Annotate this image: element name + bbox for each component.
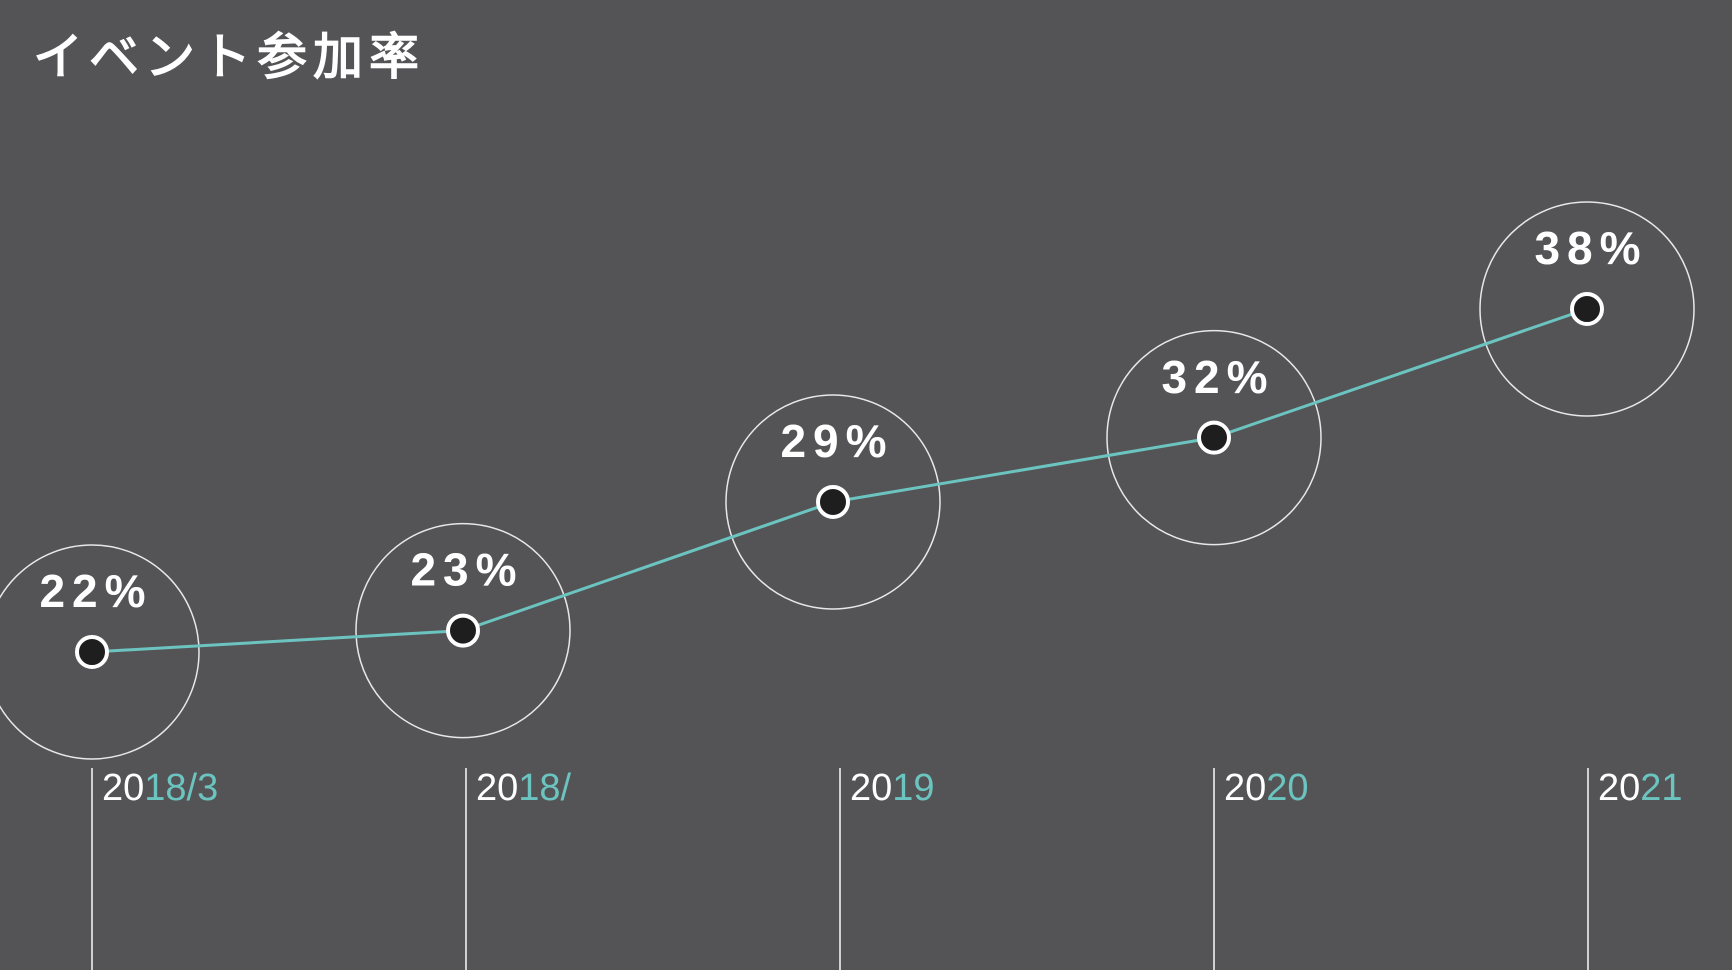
x-tick-label-part: 19: [892, 767, 934, 809]
point: [446, 613, 480, 648]
halo: [355, 522, 571, 739]
data-label: 29%: [780, 415, 893, 467]
halo: [0, 544, 200, 760]
point: [75, 635, 109, 669]
halo: [1106, 329, 1322, 546]
x-tick-label-part: 20: [1224, 767, 1266, 809]
x-tick-label-part: 20: [476, 767, 518, 809]
x-tick-label: 2021: [1598, 767, 1683, 809]
data-label: 22%: [39, 565, 152, 617]
data-label: 23%: [410, 544, 523, 596]
x-tick-label-part: 20: [1598, 767, 1640, 809]
x-tick-label-part: 18/: [518, 767, 571, 809]
x-tick-label-part: 20: [850, 767, 892, 809]
data-label: 38%: [1534, 222, 1647, 274]
data-label: 32%: [1161, 351, 1274, 403]
point: [1570, 292, 1604, 326]
x-tick-label-part: 20: [1266, 767, 1308, 809]
x-tick-label: 2020: [1224, 767, 1309, 809]
x-tick-label: 2018/3: [102, 767, 218, 809]
x-tick-label-part: 21: [1640, 767, 1682, 809]
x-tick-label-part: 18/3: [144, 767, 218, 809]
halo: [1479, 201, 1695, 417]
x-tick-label-part: 20: [102, 767, 144, 809]
halo: [725, 394, 941, 610]
x-tick-label: 2019: [850, 767, 935, 809]
chart-title: イベント参加率: [33, 29, 425, 85]
x-tick-label: 2018/: [476, 767, 572, 809]
point: [1197, 420, 1231, 455]
point: [816, 484, 850, 519]
